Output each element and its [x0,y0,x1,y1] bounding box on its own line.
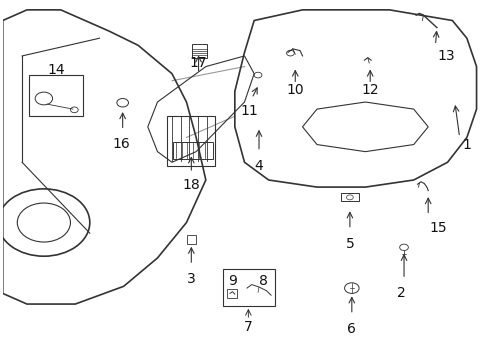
Text: 14: 14 [47,63,64,77]
Text: 13: 13 [437,49,454,63]
Bar [226,289,236,298]
Text: 10: 10 [286,82,304,96]
Text: 8: 8 [259,274,268,288]
Text: 3: 3 [186,272,195,286]
Bar [173,142,212,159]
Text: 5: 5 [345,237,353,251]
Text: 7: 7 [244,320,252,334]
Text: 1: 1 [461,138,470,152]
Bar [223,269,274,306]
Text: 18: 18 [182,178,200,192]
Text: 2: 2 [396,286,405,300]
Bar [341,193,358,201]
Bar [167,116,215,166]
Text: 4: 4 [254,159,263,173]
Text: 15: 15 [429,221,447,235]
Bar [187,235,196,244]
Text: 9: 9 [228,274,237,288]
Text: 12: 12 [361,82,378,96]
Bar [29,76,82,116]
Text: 17: 17 [189,56,207,70]
Bar [192,44,206,58]
Text: 16: 16 [112,138,130,152]
Text: 11: 11 [240,104,258,118]
Text: 6: 6 [346,322,356,336]
